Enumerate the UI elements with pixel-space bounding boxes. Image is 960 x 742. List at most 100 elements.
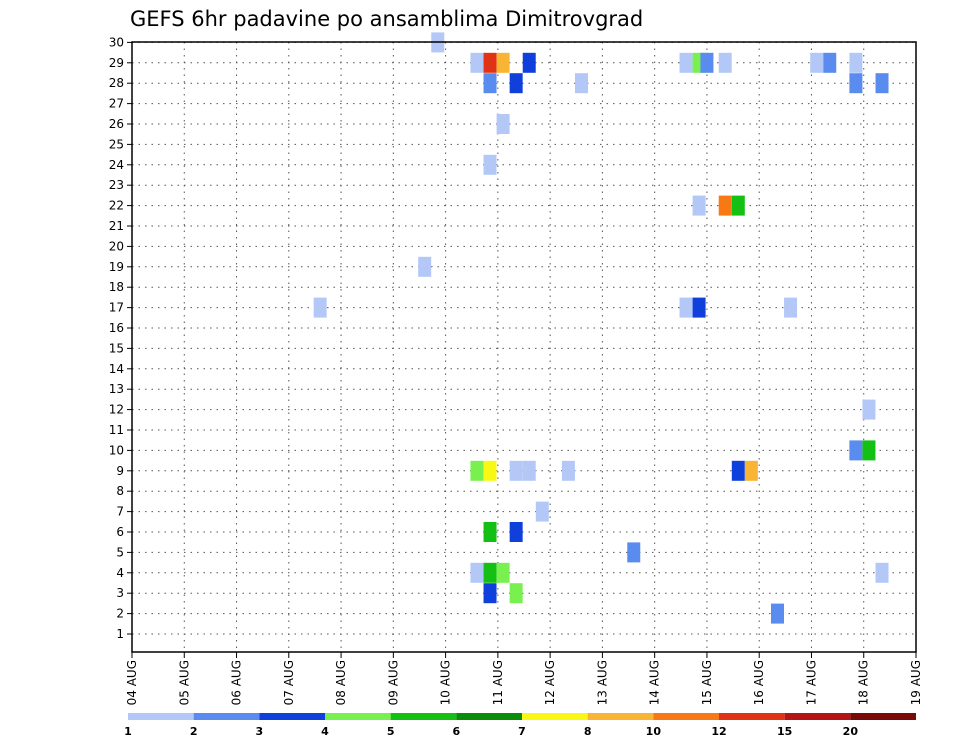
y-tick-label: 7 bbox=[116, 505, 124, 519]
legend-swatch bbox=[587, 713, 654, 720]
legend-label: 4 bbox=[321, 725, 329, 738]
precip-cell bbox=[679, 297, 693, 318]
legend-swatch bbox=[719, 713, 785, 720]
precip-cell bbox=[470, 52, 484, 73]
legend-label: 2 bbox=[190, 725, 198, 738]
y-tick-label: 22 bbox=[109, 199, 124, 213]
precip-cell bbox=[849, 52, 863, 73]
precip-cell bbox=[627, 542, 641, 563]
x-tick-label: 05 AUG bbox=[177, 660, 191, 705]
precip-cell bbox=[862, 399, 876, 420]
x-tick-label: 17 AUG bbox=[804, 660, 818, 705]
precip-cell bbox=[784, 297, 798, 318]
precip-cell bbox=[875, 562, 889, 583]
precip-cell bbox=[522, 52, 536, 73]
y-tick-label: 5 bbox=[116, 545, 124, 559]
x-axis: 04 AUG 05 AUG 06 AUG 07 AUG 08 AUG 09 AUG 10 A… bbox=[125, 652, 923, 705]
x-tick-label: 16 AUG bbox=[752, 660, 766, 705]
precip-cell bbox=[849, 440, 863, 461]
legend-swatch bbox=[456, 713, 522, 720]
legend-swatch bbox=[390, 713, 457, 720]
y-tick-label: 23 bbox=[109, 178, 124, 192]
precip-cell bbox=[313, 297, 327, 318]
precip-cell bbox=[692, 195, 706, 216]
legend-label: 5 bbox=[387, 725, 395, 738]
legend-swatch bbox=[128, 713, 194, 720]
y-tick-label: 10 bbox=[109, 443, 124, 457]
precip-cell bbox=[731, 195, 745, 216]
precip-cell bbox=[496, 52, 510, 73]
y-tick-label: 25 bbox=[109, 137, 124, 151]
y-tick-label: 29 bbox=[109, 56, 124, 70]
x-tick-label: 06 AUG bbox=[230, 660, 244, 705]
legend-swatch bbox=[522, 713, 588, 720]
precip-cell bbox=[692, 297, 706, 318]
y-tick-label: 12 bbox=[109, 403, 124, 417]
precip-cell bbox=[483, 52, 497, 73]
x-tick-label: 12 AUG bbox=[543, 660, 557, 705]
y-tick-label: 1 bbox=[116, 627, 124, 641]
precip-cell bbox=[679, 52, 693, 73]
legend-swatch bbox=[653, 713, 719, 720]
x-tick-label: 11 AUG bbox=[491, 660, 505, 705]
precip-cell bbox=[509, 460, 523, 481]
precip-cell bbox=[718, 195, 732, 216]
precip-cell bbox=[470, 562, 484, 583]
legend-label: 6 bbox=[453, 725, 461, 738]
precip-cell bbox=[483, 460, 497, 481]
legend-label: 12 bbox=[711, 725, 726, 738]
precip-cell bbox=[849, 73, 863, 94]
grid-lines bbox=[132, 41, 916, 652]
x-tick-label: 07 AUG bbox=[282, 660, 296, 705]
precip-cell bbox=[496, 114, 510, 134]
x-tick-label: 04 AUG bbox=[125, 660, 139, 705]
legend-swatch bbox=[259, 713, 325, 720]
y-tick-label: 16 bbox=[109, 321, 124, 335]
legend-swatch bbox=[325, 713, 391, 720]
y-tick-label: 6 bbox=[116, 525, 124, 539]
precip-cell bbox=[744, 460, 758, 481]
chart-title: GEFS 6hr padavine po ansamblima Dimitrov… bbox=[130, 7, 643, 31]
precip-cell bbox=[509, 522, 523, 542]
precip-cell bbox=[496, 562, 510, 583]
x-tick-label: 13 AUG bbox=[595, 660, 609, 705]
legend-label: 1 bbox=[124, 725, 132, 738]
precip-cell bbox=[718, 52, 732, 73]
precip-cell bbox=[483, 73, 497, 94]
y-tick-label: 30 bbox=[109, 35, 124, 49]
precip-cell bbox=[483, 583, 497, 604]
precip-cell bbox=[810, 52, 824, 73]
precip-cell bbox=[522, 460, 536, 481]
y-tick-label: 17 bbox=[109, 301, 124, 315]
precip-cell bbox=[483, 522, 497, 542]
x-tick-label: 09 AUG bbox=[386, 660, 400, 705]
y-tick-label: 9 bbox=[116, 464, 124, 478]
plot-frame bbox=[131, 41, 917, 653]
legend-label: 10 bbox=[646, 725, 662, 738]
precip-cell bbox=[561, 460, 575, 481]
y-tick-label: 13 bbox=[109, 382, 124, 396]
precip-cell bbox=[700, 52, 714, 73]
y-tick-label: 11 bbox=[109, 423, 124, 437]
precip-cell bbox=[509, 73, 523, 94]
legend-label: 20 bbox=[843, 725, 859, 738]
precip-cell bbox=[470, 460, 484, 481]
precip-cell bbox=[875, 73, 889, 94]
legend-swatch bbox=[784, 713, 851, 720]
y-tick-label: 3 bbox=[116, 586, 124, 600]
color-legend: 1 2 3 4 5 6 7 8 10 12 15 20 bbox=[124, 713, 916, 738]
legend-label: 7 bbox=[518, 725, 526, 738]
x-tick-label: 19 AUG bbox=[909, 660, 923, 705]
y-tick-label: 15 bbox=[109, 341, 124, 355]
y-tick-label: 18 bbox=[109, 280, 124, 294]
legend-label: 3 bbox=[256, 725, 264, 738]
legend-label: 15 bbox=[777, 725, 792, 738]
x-tick-label: 10 AUG bbox=[439, 660, 453, 705]
y-tick-label: 4 bbox=[116, 566, 124, 580]
y-tick-label: 24 bbox=[109, 158, 124, 172]
y-tick-label: 27 bbox=[109, 97, 124, 111]
precip-cell bbox=[535, 501, 549, 522]
y-tick-label: 26 bbox=[109, 117, 124, 131]
legend-swatch bbox=[850, 713, 916, 720]
